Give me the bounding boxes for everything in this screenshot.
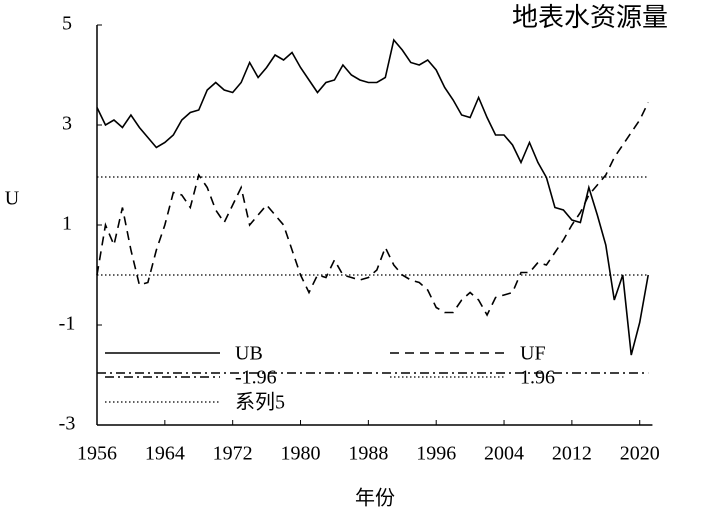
x-tick-label: 2012	[552, 443, 592, 465]
x-tick-label: 1996	[416, 443, 456, 465]
legend-label: -1.96	[235, 367, 277, 389]
x-tick-label: 2004	[484, 443, 524, 465]
legend-label: 1.96	[520, 367, 555, 389]
x-tick-label: 1972	[213, 443, 253, 465]
y-axis-label: U	[5, 188, 20, 210]
x-tick-label: 2020	[620, 443, 660, 465]
chart-title: 地表水资源量	[512, 3, 668, 32]
x-axis-label: 年份	[355, 487, 395, 510]
legend-label: 系列5	[235, 391, 285, 414]
x-tick-label: 1980	[281, 443, 321, 465]
series-line	[96, 102, 649, 317]
y-tick-label: -1	[59, 313, 76, 335]
y-tick-label: 3	[62, 113, 72, 135]
x-tick-label: 1964	[145, 443, 185, 465]
y-tick-label: 5	[62, 13, 72, 35]
series-line	[96, 38, 649, 356]
legend-label: UF	[520, 343, 546, 365]
x-tick-label: 1988	[348, 443, 388, 465]
x-tick-label: 1956	[77, 443, 117, 465]
legend-label: UB	[235, 343, 263, 365]
y-tick-label: 1	[62, 213, 72, 235]
y-tick-label: -3	[59, 413, 76, 435]
